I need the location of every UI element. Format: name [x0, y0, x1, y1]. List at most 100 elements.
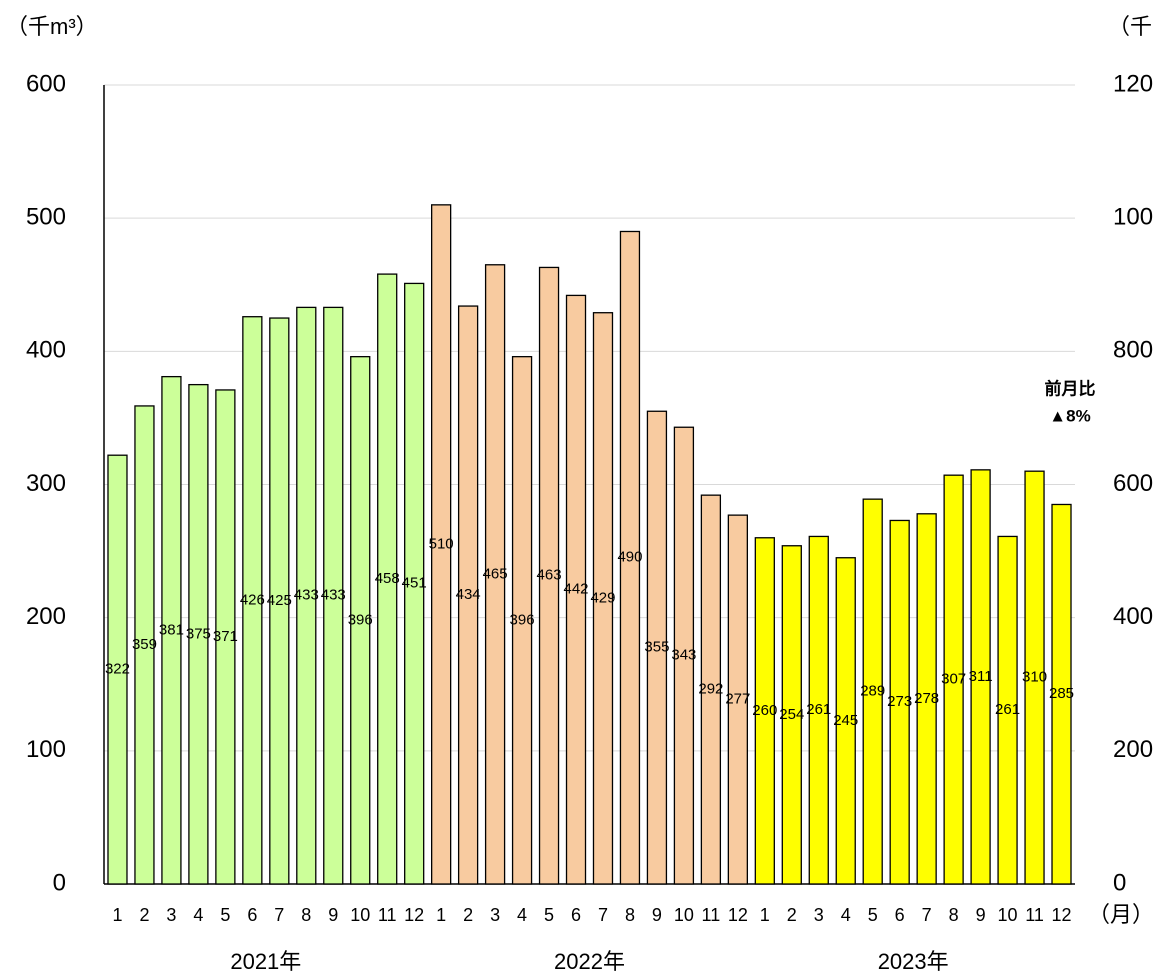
data-label: 490 [617, 549, 642, 566]
y-tick-label: 0 [53, 869, 66, 896]
bar [619, 230, 641, 885]
data-label: 307 [941, 671, 966, 688]
x-tick-label: 4 [193, 905, 203, 925]
y-tick-label: 200 [26, 603, 66, 630]
bar [565, 294, 587, 885]
x-tick-label: 10 [998, 905, 1018, 925]
bar [592, 312, 614, 885]
data-label: 375 [186, 625, 211, 642]
y2-tick-label: 0 [1113, 869, 1126, 896]
x-tick-label: 5 [220, 905, 230, 925]
x-tick-label: 12 [728, 905, 748, 925]
data-label: 433 [294, 587, 319, 604]
bar [970, 469, 991, 885]
x-tick-label: 12 [404, 905, 424, 925]
bar [457, 305, 479, 885]
y2-tick-label: 400 [1113, 603, 1153, 630]
y2-tick-label: 200 [1113, 736, 1153, 763]
x-tick-label: 2 [139, 905, 149, 925]
x-tick-label: 11 [702, 905, 721, 925]
data-label: 322 [105, 661, 130, 678]
bar [215, 389, 236, 885]
data-label: 458 [375, 570, 400, 587]
bar [754, 537, 775, 885]
data-label: 273 [887, 693, 912, 710]
y-axis-label: （千m³） [6, 14, 98, 39]
data-label: 381 [159, 621, 184, 638]
bar [350, 356, 371, 885]
annotation: 前月比 [1045, 378, 1096, 398]
x-tick-label: 8 [625, 905, 635, 925]
group-label: 2021年 [230, 949, 301, 974]
data-label: 396 [510, 611, 535, 628]
bar [997, 535, 1018, 885]
data-label: 396 [348, 611, 373, 628]
bar [727, 514, 748, 885]
data-label: 463 [537, 567, 562, 584]
x-tick-label: 9 [652, 905, 662, 925]
x-tick-label: 1 [112, 905, 122, 925]
bar [431, 204, 452, 885]
group-label: 2022年 [554, 949, 625, 974]
bar [242, 316, 263, 885]
x-tick-label: 5 [544, 905, 554, 925]
bar [862, 498, 883, 885]
data-label: 434 [456, 586, 481, 603]
y2-tick-label: 600 [1113, 470, 1153, 497]
bar [269, 317, 290, 885]
bar [484, 264, 506, 885]
y2-axis-label: （千m³） [1108, 14, 1153, 39]
x-tick-label: 7 [922, 905, 932, 925]
data-label: 278 [914, 690, 939, 707]
x-tick-label: 6 [895, 905, 905, 925]
data-label: 510 [429, 535, 454, 552]
x-tick-label: 6 [571, 905, 581, 925]
data-label: 433 [321, 587, 346, 604]
y-tick-label: 600 [26, 70, 66, 97]
x-tick-label: 2 [787, 905, 797, 925]
bar [835, 557, 856, 885]
bar [808, 535, 829, 885]
bar [107, 454, 128, 885]
data-label: 261 [806, 701, 831, 718]
data-label: 245 [833, 712, 858, 729]
x-tick-label: 9 [328, 905, 338, 925]
bar [646, 410, 668, 885]
data-label: 310 [1022, 669, 1047, 686]
data-label: 442 [563, 581, 588, 598]
x-tick-label: 10 [350, 905, 370, 925]
x-tick-label: 11 [378, 905, 397, 925]
data-label: 371 [213, 628, 238, 645]
x-tick-label: 7 [598, 905, 608, 925]
bar [700, 494, 722, 885]
x-tick-label: 3 [490, 905, 500, 925]
bar [188, 383, 209, 885]
data-label: 292 [698, 681, 723, 698]
x-tick-label: 1 [436, 905, 446, 925]
x-tick-label: 8 [949, 905, 959, 925]
x-tick-label: 1 [760, 905, 770, 925]
data-label: 289 [860, 683, 885, 700]
x-tick-label: 9 [976, 905, 986, 925]
bar [943, 474, 964, 885]
x-tick-label: 3 [814, 905, 824, 925]
data-label: 451 [402, 575, 427, 592]
data-label: 426 [240, 591, 265, 608]
bar [377, 273, 398, 885]
data-label: 343 [671, 647, 696, 664]
y2-tick-label: 1200 [1113, 70, 1153, 97]
annotation: ▲8% [1049, 406, 1090, 425]
data-label: 311 [969, 668, 993, 685]
bar [673, 426, 695, 885]
data-label: 465 [483, 565, 508, 582]
bar [511, 356, 533, 885]
data-label: 285 [1049, 685, 1074, 702]
x-tick-label: 7 [274, 905, 284, 925]
data-label: 359 [132, 636, 157, 653]
data-label: 277 [725, 691, 750, 708]
data-label: 429 [590, 589, 615, 606]
x-tick-label: 4 [841, 905, 851, 925]
data-label: 254 [779, 706, 804, 723]
data-label: 261 [995, 701, 1020, 718]
